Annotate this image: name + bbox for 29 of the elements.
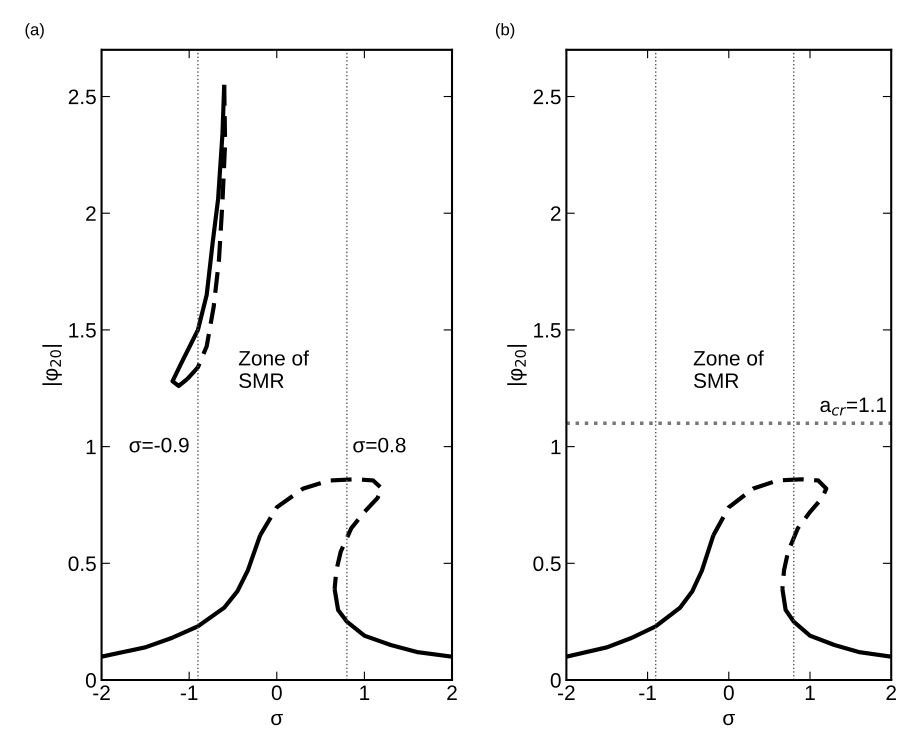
x-axis-title: σ (271, 714, 283, 726)
x-tick-label: 1 (806, 686, 815, 700)
y-tick-label: 1.5 (69, 323, 96, 338)
ref-line-label: σ=-0.9 (130, 438, 189, 452)
x-tick-label: 2 (886, 685, 896, 700)
y-tick-label: 2.5 (534, 90, 561, 104)
y-tick-label: 1.5 (534, 323, 561, 338)
x-tick-label: 2 (447, 685, 457, 700)
y-tick-label: 2.5 (68, 90, 96, 104)
y-axis-title: |φ$_{20}$| (42, 345, 62, 385)
x-tick-label: 0 (272, 685, 282, 700)
ref-line-label: a$_{cr}$=1.1 (820, 398, 886, 416)
x-tick-label: 1 (360, 686, 370, 700)
annotation: Zone of SMR (238, 350, 309, 388)
annotation: Zone of SMR (694, 350, 764, 388)
y-tick-label: 2 (550, 206, 560, 221)
y-tick-label: 1 (86, 440, 96, 454)
chart-title: (a) (26, 23, 44, 39)
y-tick-label: 1 (552, 440, 561, 454)
chart-title: (b) (496, 23, 514, 39)
x-axis-title: σ (723, 714, 735, 726)
y-tick-label: 0.5 (68, 556, 96, 572)
x-tick-label: -1 (639, 686, 656, 700)
x-tick-label: 0 (724, 685, 734, 700)
y-axis-title: |φ$_{20}$| (507, 345, 527, 385)
ref-line-label: σ=0.8 (353, 438, 406, 452)
x-tick-label: -1 (180, 686, 198, 700)
y-tick-label: 2 (86, 206, 96, 221)
y-tick-label: 0.5 (533, 556, 561, 572)
